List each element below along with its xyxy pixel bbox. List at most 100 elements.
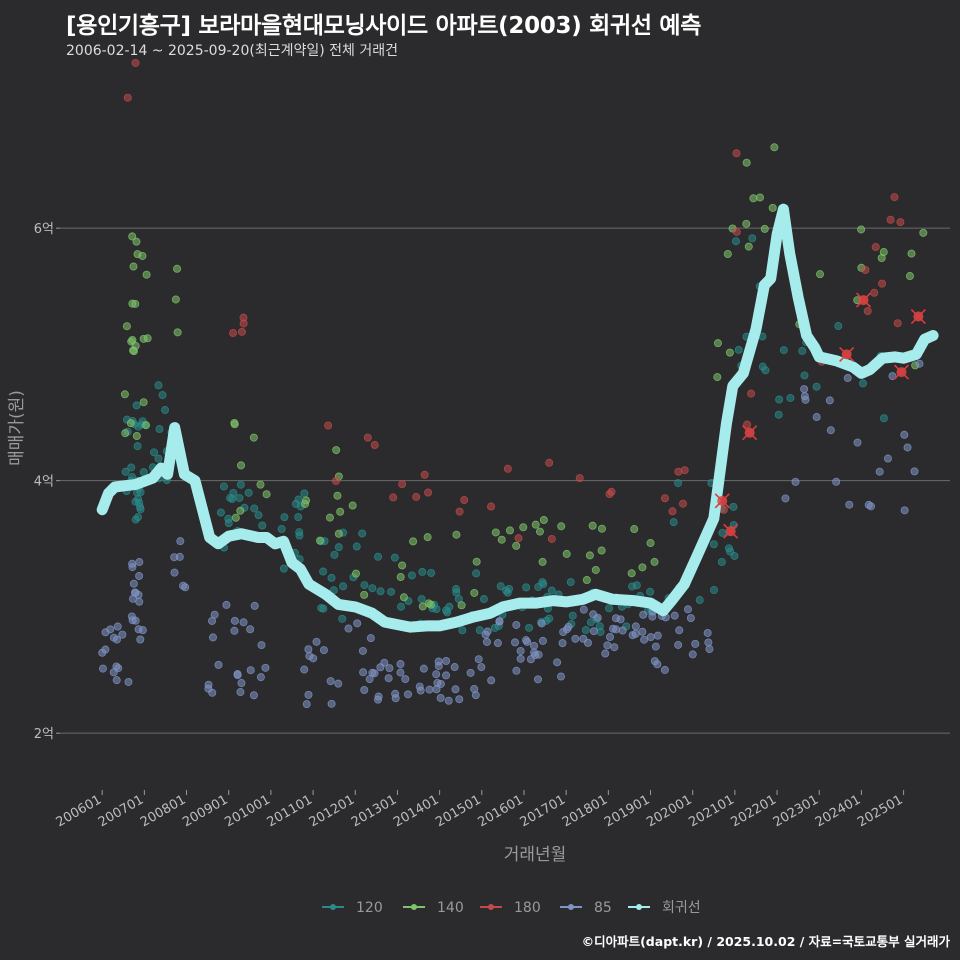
- trade-point-140: [816, 270, 825, 279]
- trade-point-120: [133, 442, 142, 451]
- trade-point-180: [575, 474, 584, 483]
- trade-point-140: [231, 513, 240, 522]
- trade-point-85: [675, 626, 684, 635]
- trade-point-140: [120, 390, 129, 399]
- trade-point-120: [224, 514, 233, 523]
- trade-point-120: [280, 513, 289, 522]
- trade-point-180: [870, 288, 879, 297]
- trade-point-85: [257, 641, 266, 650]
- trade-point-140: [396, 573, 405, 582]
- regression-line: [96, 203, 939, 633]
- trade-point-85: [915, 359, 924, 368]
- trade-point-120: [786, 393, 795, 402]
- trade-point-85: [419, 664, 428, 673]
- x-tick-label: 200801: [138, 792, 188, 830]
- trade-point-85: [660, 665, 669, 674]
- trade-point-85: [450, 663, 459, 672]
- trade-point-120: [150, 448, 159, 457]
- trade-point-140: [768, 203, 777, 212]
- trade-point-85: [875, 467, 884, 476]
- trade-point-85: [396, 660, 405, 669]
- trade-point-120: [155, 425, 164, 434]
- trade-point-85: [493, 639, 502, 648]
- trade-point-180: [871, 243, 880, 252]
- trade-point-140: [582, 576, 591, 585]
- x-tick-label: 201501: [433, 792, 483, 830]
- trade-point-85: [609, 624, 618, 633]
- trade-point-85: [601, 649, 610, 658]
- trade-point-140: [597, 546, 606, 555]
- highlight-x-mark: [742, 425, 758, 441]
- trade-point-85: [674, 640, 683, 649]
- trade-point-140: [535, 527, 544, 536]
- trade-point-120: [709, 540, 718, 549]
- trade-point-85: [210, 610, 219, 619]
- trade-point-85: [135, 571, 144, 580]
- trade-point-85: [135, 558, 144, 567]
- trade-point-180: [487, 502, 496, 511]
- trade-point-85: [179, 581, 188, 590]
- trade-point-85: [832, 477, 841, 486]
- trade-point-85: [866, 502, 875, 511]
- trade-point-85: [239, 618, 248, 627]
- trade-point-140: [348, 501, 357, 510]
- trade-point-140: [398, 561, 407, 570]
- trade-point-140: [237, 461, 246, 470]
- trade-point-120: [858, 379, 867, 388]
- trade-point-85: [214, 660, 223, 669]
- trade-point-180: [719, 505, 728, 514]
- trade-point-85: [138, 626, 147, 635]
- trade-point-120: [277, 525, 286, 534]
- trade-point-85: [631, 622, 640, 631]
- trade-point-140: [756, 193, 765, 202]
- legend-swatch-dot: [636, 904, 642, 910]
- trade-point-85: [365, 675, 374, 684]
- trade-point-85: [558, 639, 567, 648]
- trade-point-140: [519, 523, 528, 532]
- trade-point-85: [801, 395, 810, 404]
- trade-point-85: [483, 627, 492, 636]
- trade-point-85: [903, 443, 912, 452]
- trade-point-85: [129, 594, 138, 603]
- trade-point-85: [603, 641, 612, 650]
- x-tick-label: 201701: [518, 792, 568, 830]
- trade-point-85: [553, 658, 562, 667]
- page-subtitle: 2006-02-14 ~ 2025-09-20(최근계약일) 전체 거래건: [66, 43, 398, 59]
- trade-point-120: [674, 479, 683, 488]
- trade-point-85: [888, 372, 897, 381]
- trade-point-85: [436, 694, 445, 703]
- trade-point-140: [627, 569, 636, 578]
- trade-point-120: [161, 406, 170, 415]
- trade-point-120: [632, 581, 641, 590]
- highlight-x-mark: [714, 493, 730, 509]
- trade-point-120: [319, 567, 328, 576]
- trade-point-140: [539, 516, 548, 525]
- trade-point-120: [834, 322, 843, 331]
- trade-point-85: [530, 641, 539, 650]
- trade-point-180: [460, 496, 469, 505]
- trade-point-85: [606, 632, 615, 641]
- trade-point-120: [136, 488, 145, 497]
- trade-point-180: [863, 307, 872, 316]
- trade-point-140: [132, 237, 141, 246]
- trade-point-140: [131, 299, 140, 308]
- trade-point-85: [124, 677, 133, 686]
- legend-label: 180: [514, 900, 541, 916]
- trade-point-140: [725, 348, 734, 357]
- trade-point-120: [475, 626, 484, 635]
- trade-point-140: [173, 328, 182, 337]
- trade-point-120: [717, 558, 726, 567]
- trade-point-140: [128, 232, 137, 241]
- trade-point-180: [370, 441, 379, 450]
- trade-point-85: [302, 700, 311, 709]
- legend-swatch-dot: [330, 904, 336, 910]
- trade-point-85: [556, 672, 565, 681]
- trade-point-120: [279, 564, 288, 573]
- trade-point-140: [143, 334, 152, 343]
- trade-point-180: [660, 494, 669, 503]
- trade-point-120: [132, 401, 141, 410]
- trade-point-120: [131, 515, 140, 524]
- trade-point-120: [779, 346, 788, 355]
- trade-point-140: [760, 224, 769, 233]
- trade-point-120: [566, 578, 575, 587]
